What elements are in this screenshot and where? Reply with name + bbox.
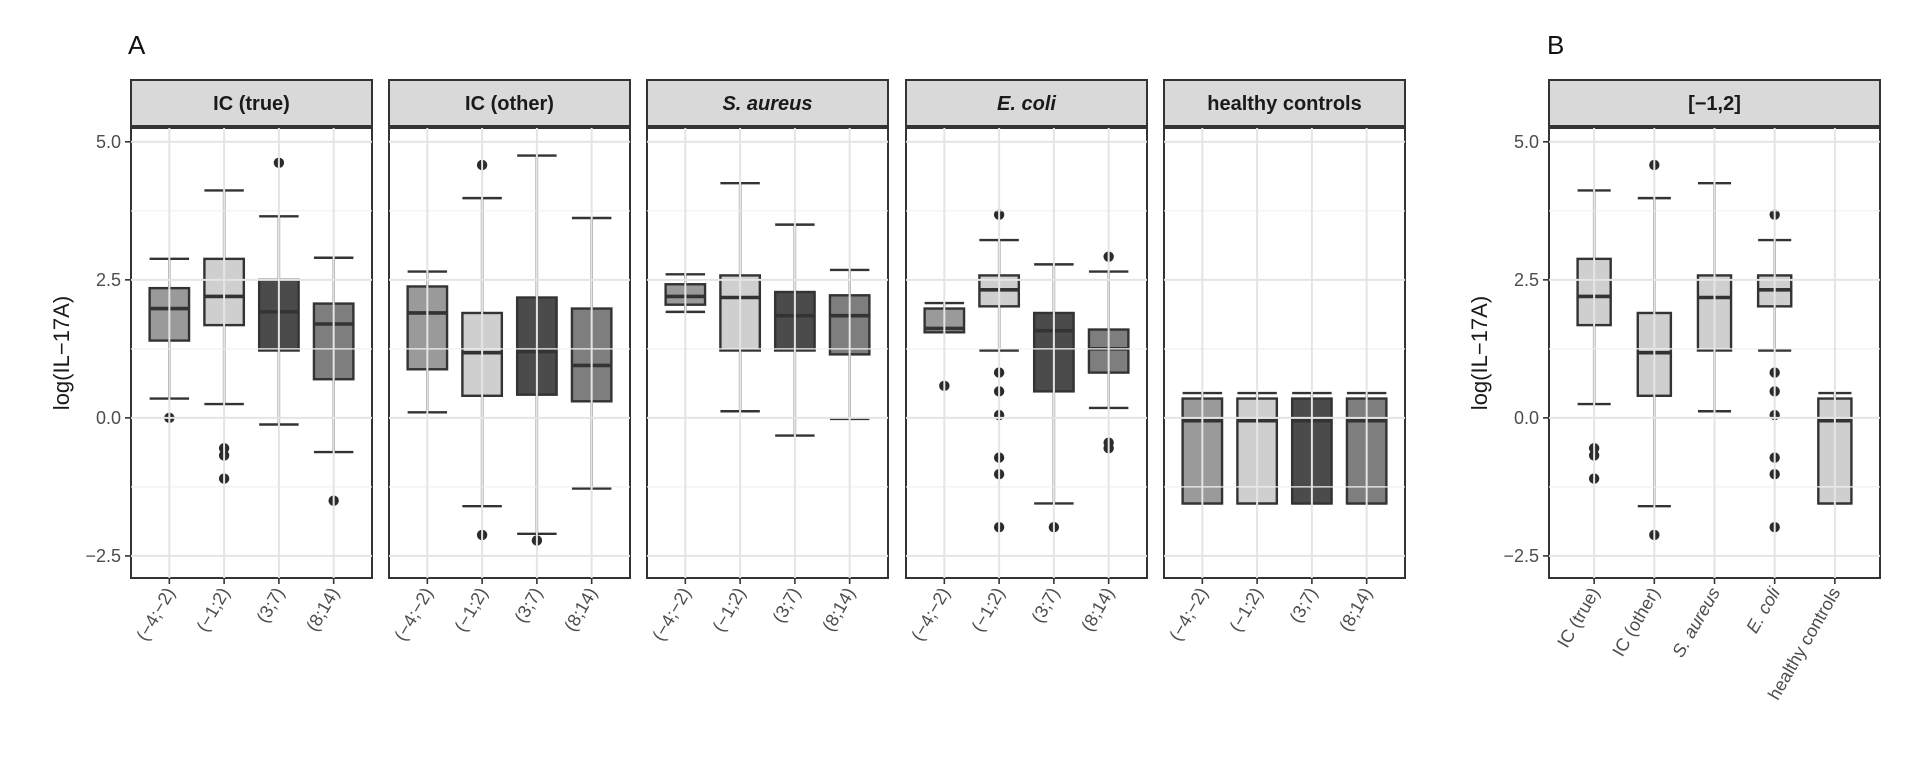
- y-tick-label: −2.5: [1503, 546, 1539, 566]
- panel-b-strip: [1548, 79, 1881, 127]
- facet-strip: [905, 79, 1148, 127]
- y-tick-label: 2.5: [96, 270, 121, 290]
- facet-grid: [389, 128, 630, 578]
- facet-title: E. coli: [997, 93, 1056, 115]
- facet-grid: [647, 128, 888, 578]
- x-tick-label: E. coli: [1742, 583, 1784, 636]
- facet-border: [646, 127, 889, 579]
- facet-border: [388, 127, 631, 579]
- x-tick-label: (8;14): [1077, 584, 1118, 635]
- y-tick-label: −2.5: [85, 546, 121, 566]
- x-tick-label: (3;7): [253, 584, 289, 626]
- x-tick-label: (−1;2): [1225, 584, 1266, 635]
- facet-title: S. aureus: [722, 93, 812, 115]
- facet-border: [130, 127, 373, 579]
- x-tick-label: S. aureus: [1668, 584, 1724, 661]
- facet-strip: [1163, 79, 1406, 127]
- y-axis-title: log(IL−17A): [1467, 296, 1492, 410]
- facet-grid: [906, 128, 1147, 578]
- x-tick-label: (3;7): [769, 584, 805, 626]
- facet-strip: [130, 79, 373, 127]
- facet-title: healthy controls: [1207, 93, 1361, 115]
- facet-strip: [388, 79, 631, 127]
- x-tick-label: (−1;2): [192, 584, 233, 635]
- x-tick-label: (8;14): [818, 584, 859, 635]
- x-tick-label: IC (true): [1553, 584, 1603, 651]
- x-tick-label: (−4;−2): [132, 584, 178, 644]
- facet-5: healthy controls (−4;−2) (−1;2) (3;7) (8;14): [1163, 79, 1406, 644]
- facet-strip: [646, 79, 889, 127]
- x-tick-label: (−4;−2): [390, 584, 436, 644]
- x-tick-label: (−1;2): [450, 584, 491, 635]
- facet-border: [905, 127, 1148, 579]
- facet-border: [1163, 127, 1406, 579]
- x-tick-label: (3;7): [1028, 584, 1064, 626]
- x-tick-label: (−1;2): [967, 584, 1008, 635]
- panel-a-y-axis: 5.0 2.5 0.0 −2.5 log(IL−17A): [49, 132, 131, 566]
- facet-grid: [131, 128, 372, 578]
- panel-b-grid: [1549, 128, 1880, 578]
- y-tick-label: 0.0: [96, 408, 121, 428]
- x-tick-label: (8;14): [560, 584, 601, 635]
- facet-1: IC (true) (−4;−2) (−1;2) (3;7) (8;14): [130, 79, 373, 644]
- facet-3: S. aureus (−4;−2) (−1;2) (3;7) (8;14): [646, 79, 889, 644]
- y-tick-label: 0.0: [1514, 408, 1539, 428]
- facet-grid: [1164, 128, 1405, 578]
- facet-4: E. coli (−4;−2) (−1;2) (3;7) (8;14): [905, 79, 1148, 644]
- x-tick-label: (8;14): [302, 584, 343, 635]
- facet-2: IC (other) (−4;−2) (−1;2) (3;7) (8;14): [388, 79, 631, 644]
- x-tick-label: (8;14): [1335, 584, 1376, 635]
- x-tick-label: (−1;2): [708, 584, 749, 635]
- panel-label-a: A: [128, 30, 146, 60]
- x-tick-label: (3;7): [1286, 584, 1322, 626]
- y-tick-label: 5.0: [96, 132, 121, 152]
- x-tick-label: (−4;−2): [648, 584, 694, 644]
- x-tick-label: IC (other): [1608, 584, 1663, 660]
- x-tick-label: (3;7): [511, 584, 547, 626]
- y-tick-label: 5.0: [1514, 132, 1539, 152]
- facet-title: IC (other): [465, 93, 554, 115]
- y-tick-label: 2.5: [1514, 270, 1539, 290]
- x-tick-label: (−4;−2): [907, 584, 953, 644]
- panel-label-b: B: [1547, 30, 1564, 60]
- panel-b-facet-title: [−1,2]: [1688, 93, 1741, 115]
- x-tick-label: (−4;−2): [1165, 584, 1211, 644]
- panel-b-y-axis: 5.0 2.5 0.0 −2.5 log(IL−17A): [1467, 132, 1549, 566]
- facet-title: IC (true): [213, 93, 290, 115]
- y-axis-title: log(IL−17A): [49, 296, 74, 410]
